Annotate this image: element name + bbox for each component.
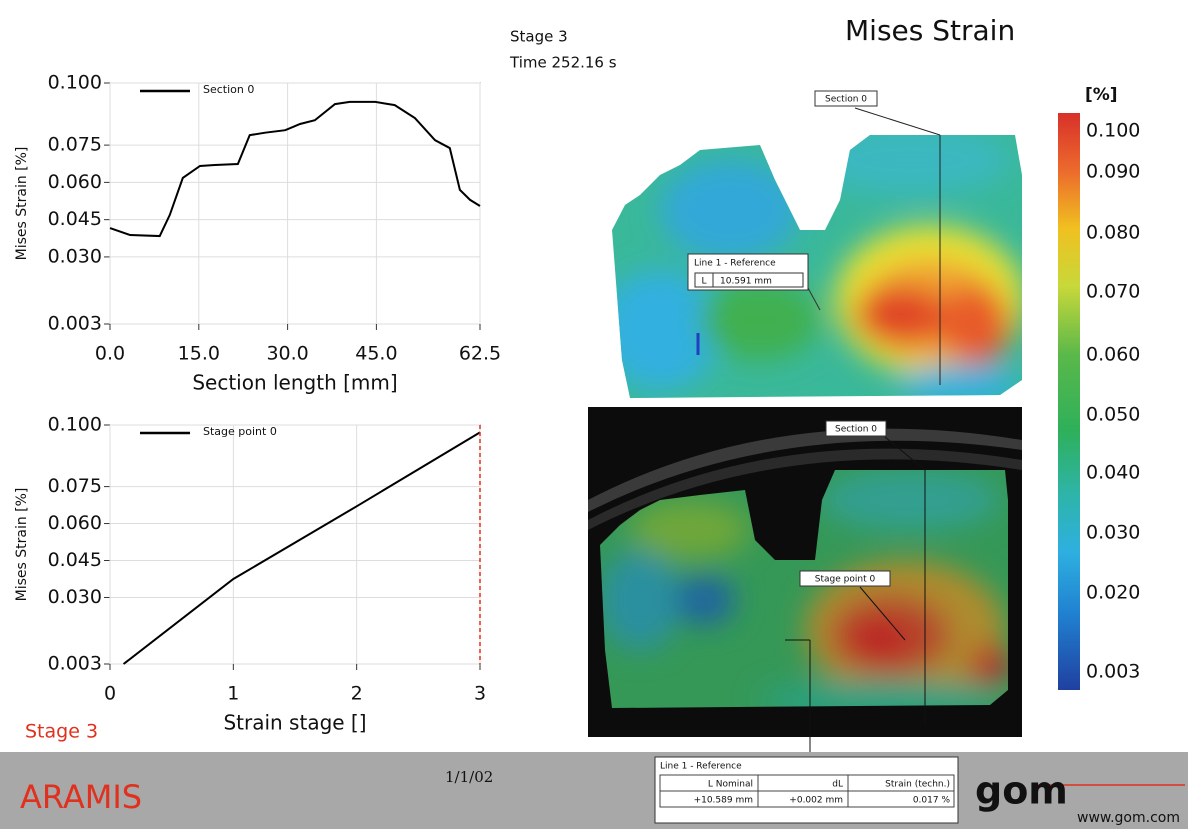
y-tick-label: 0.075 <box>48 475 102 497</box>
strain-map-top <box>612 135 1022 398</box>
cell <box>847 790 955 808</box>
stage-label: Stage 3 <box>25 721 98 743</box>
map-label: Section 0 <box>835 425 877 435</box>
x-tick-label: 0.0 <box>95 343 125 365</box>
x-tick-label: 45.0 <box>355 343 397 365</box>
table-header: L Nominal <box>708 780 753 790</box>
x-tick-label: 62.5 <box>459 343 501 365</box>
colorbar-label: 0.050 <box>1086 404 1140 426</box>
y-tick-label: 0.045 <box>48 549 102 571</box>
table <box>654 756 959 824</box>
label-box <box>687 253 809 291</box>
x-axis-label: Strain stage [] <box>223 711 366 735</box>
page-title: Mises Strain <box>845 14 1015 47</box>
colorbar-label: 0.030 <box>1086 522 1140 544</box>
legend-label: Stage point 0 <box>203 425 277 438</box>
cell <box>712 272 804 288</box>
leader-line <box>859 586 906 641</box>
plot-area <box>109 82 481 325</box>
y-tick-label: 0.030 <box>48 245 102 267</box>
map-label: L <box>701 277 706 287</box>
y-axis-label: Mises Strain [%] <box>14 488 30 602</box>
x-tick-label: 0 <box>104 683 116 705</box>
x-tick-label: 15.0 <box>178 343 220 365</box>
url: www.gom.com <box>1077 810 1180 826</box>
y-tick-label: 0.075 <box>48 134 102 156</box>
leader-line <box>807 287 821 311</box>
colorbar <box>1058 113 1080 690</box>
logo: gom <box>975 769 1068 813</box>
y-axis-label: Mises Strain [%] <box>14 147 30 261</box>
y-tick-label: 0.100 <box>48 414 102 436</box>
label-box <box>799 570 891 587</box>
footer <box>0 752 1188 829</box>
table-header: dL <box>832 780 843 790</box>
map-label: 10.591 mm <box>720 277 772 287</box>
y-tick-label: 0.003 <box>48 313 102 335</box>
table-cell: 0.017 % <box>913 796 951 806</box>
time-text: Time 252.16 s <box>509 54 617 72</box>
colorbar-labels: 0.100 0.090 0.080 0.070 0.060 0.050 0.04… <box>1086 120 1140 683</box>
colorbar-label: 0.070 <box>1086 281 1140 303</box>
leader-line <box>884 436 926 471</box>
table-grid <box>659 774 955 808</box>
colorbar-label: 0.080 <box>1086 222 1140 244</box>
label-box <box>825 420 887 437</box>
table-cell: +0.002 mm <box>789 796 843 806</box>
table-cell: +10.589 mm <box>694 796 753 806</box>
colorbar-label: 0.100 <box>1086 120 1140 142</box>
x-tick-label: 3 <box>474 683 486 705</box>
data-line <box>122 431 481 665</box>
x-axis-label: Section length [mm] <box>192 371 397 395</box>
y-tick-label: 0.003 <box>48 653 102 675</box>
table-header: Strain (techn.) <box>885 780 950 790</box>
date: 1/1/02 <box>445 768 493 786</box>
colorbar-unit: [%] <box>1085 85 1118 105</box>
colorbar-label: 0.060 <box>1086 344 1140 366</box>
colorbar-label: 0.003 <box>1086 661 1140 683</box>
y-tick-label: 0.060 <box>48 512 102 534</box>
label-box <box>814 90 878 107</box>
colorbar-label: 0.020 <box>1086 582 1140 604</box>
map-label: Stage point 0 <box>815 575 876 585</box>
map-label: Line 1 - Reference <box>694 259 776 269</box>
data-line <box>109 100 481 238</box>
product-name: ARAMIS <box>20 778 142 816</box>
leader-line <box>854 107 941 136</box>
map-label: Section 0 <box>825 95 867 105</box>
camera-feature <box>588 448 1022 530</box>
y-tick-label: 0.100 <box>48 72 102 94</box>
y-tick-label: 0.045 <box>48 208 102 230</box>
x-tick-label: 1 <box>227 683 239 705</box>
y-tick-label: 0.030 <box>48 586 102 608</box>
table-title: Line 1 - Reference <box>660 762 742 772</box>
plot-area <box>109 424 481 665</box>
colorbar-label: 0.090 <box>1086 161 1140 183</box>
camera-feature <box>588 428 1022 512</box>
x-tick-label: 2 <box>351 683 363 705</box>
x-tick-label: 30.0 <box>266 343 308 365</box>
colorbar-label: 0.040 <box>1086 462 1140 484</box>
stage-text: Stage 3 <box>510 28 568 46</box>
y-tick-label: 0.060 <box>48 171 102 193</box>
legend-label: Section 0 <box>203 83 254 96</box>
